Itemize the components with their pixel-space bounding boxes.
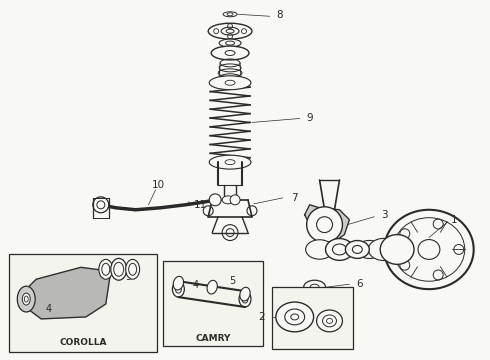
Ellipse shape bbox=[276, 302, 314, 332]
Text: 3: 3 bbox=[381, 210, 388, 220]
Ellipse shape bbox=[125, 260, 140, 279]
Circle shape bbox=[209, 194, 221, 206]
Ellipse shape bbox=[99, 260, 113, 279]
Ellipse shape bbox=[384, 240, 410, 258]
Ellipse shape bbox=[219, 39, 241, 47]
Ellipse shape bbox=[111, 258, 127, 280]
Ellipse shape bbox=[345, 240, 369, 258]
Circle shape bbox=[230, 195, 240, 205]
Ellipse shape bbox=[344, 243, 365, 256]
Text: 7: 7 bbox=[292, 193, 298, 203]
Ellipse shape bbox=[307, 306, 322, 316]
Text: 10: 10 bbox=[152, 180, 165, 190]
Circle shape bbox=[307, 207, 343, 243]
Text: 6: 6 bbox=[356, 279, 363, 289]
Ellipse shape bbox=[368, 238, 400, 261]
Ellipse shape bbox=[306, 240, 334, 259]
Text: CAMRY: CAMRY bbox=[196, 334, 231, 343]
Polygon shape bbox=[21, 267, 111, 319]
Text: 2: 2 bbox=[259, 312, 265, 322]
Text: COROLLA: COROLLA bbox=[59, 338, 107, 347]
Ellipse shape bbox=[222, 196, 234, 204]
Ellipse shape bbox=[317, 310, 343, 332]
Ellipse shape bbox=[211, 46, 249, 60]
Bar bbox=[9, 255, 156, 352]
Ellipse shape bbox=[308, 300, 321, 310]
Ellipse shape bbox=[207, 280, 218, 294]
Ellipse shape bbox=[304, 280, 325, 294]
Text: 5: 5 bbox=[125, 272, 132, 282]
Text: 1: 1 bbox=[450, 215, 457, 225]
Ellipse shape bbox=[209, 155, 251, 169]
Ellipse shape bbox=[418, 239, 440, 260]
Ellipse shape bbox=[356, 240, 382, 258]
Ellipse shape bbox=[208, 23, 252, 39]
Bar bbox=[272, 287, 353, 349]
Bar bbox=[164, 261, 263, 346]
Ellipse shape bbox=[325, 241, 349, 258]
Text: 8: 8 bbox=[276, 10, 283, 20]
Ellipse shape bbox=[240, 287, 250, 301]
Ellipse shape bbox=[325, 239, 353, 260]
Ellipse shape bbox=[17, 286, 35, 312]
Ellipse shape bbox=[209, 76, 251, 90]
Ellipse shape bbox=[384, 210, 474, 289]
Text: 11: 11 bbox=[194, 200, 207, 210]
Text: 9: 9 bbox=[306, 113, 313, 123]
Polygon shape bbox=[305, 205, 349, 239]
Text: 5: 5 bbox=[229, 276, 235, 286]
Text: 4: 4 bbox=[192, 280, 198, 290]
Ellipse shape bbox=[172, 281, 184, 297]
Circle shape bbox=[93, 197, 109, 213]
Ellipse shape bbox=[173, 276, 184, 290]
Text: 4: 4 bbox=[46, 304, 52, 314]
Ellipse shape bbox=[239, 291, 251, 307]
Ellipse shape bbox=[22, 293, 30, 305]
Ellipse shape bbox=[380, 235, 414, 264]
